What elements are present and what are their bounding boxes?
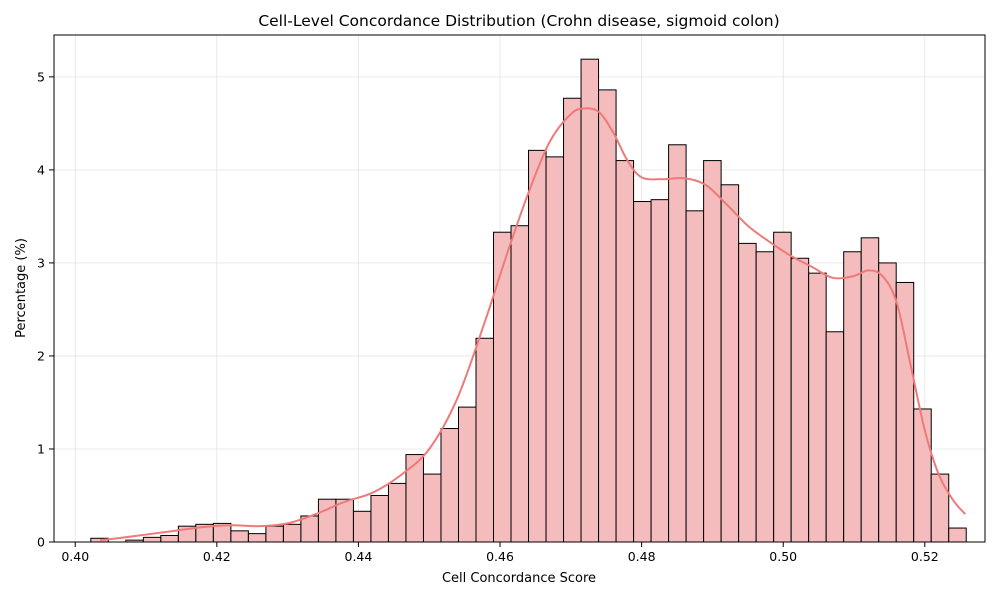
x-tick-label: 0.48 [628, 549, 656, 564]
histogram-bar [493, 231, 512, 543]
y-tick-label: 0 [37, 535, 45, 550]
x-tick-label: 0.50 [769, 549, 797, 564]
histogram-bar [825, 331, 845, 543]
histogram-bar [615, 160, 635, 543]
x-axis-label: Cell Concordance Score [442, 571, 596, 586]
y-axis-label: Percentage (%) [14, 238, 29, 338]
histogram-bar [142, 536, 162, 543]
histogram-bar [300, 515, 319, 543]
histogram-bar [913, 408, 932, 543]
y-tick-label: 3 [37, 255, 45, 270]
histogram-bar [545, 156, 565, 543]
histogram-bar [633, 201, 652, 543]
histogram-bar [720, 184, 740, 543]
y-axis: 0 1 2 3 4 5 [37, 69, 54, 550]
histogram-bar [773, 231, 792, 543]
histogram-bar [457, 406, 477, 543]
histogram-bar [703, 160, 722, 543]
histogram-bar [755, 251, 775, 543]
histogram-bar [685, 210, 705, 543]
histogram-bar [790, 257, 810, 543]
histogram-bar [895, 281, 915, 543]
histogram-bar [948, 527, 967, 543]
x-tick-label: 0.44 [345, 549, 373, 564]
x-tick-label: 0.52 [911, 549, 939, 564]
y-tick-label: 2 [37, 348, 45, 363]
histogram-bar [808, 272, 827, 543]
histogram-bar [405, 454, 424, 543]
histogram-bar [335, 498, 354, 543]
x-tick-label: 0.40 [61, 549, 89, 564]
histogram-bar [598, 89, 617, 543]
histogram-bar [160, 534, 179, 543]
x-tick-label: 0.46 [486, 549, 514, 564]
histogram-bar [387, 482, 407, 543]
y-tick-label: 1 [37, 441, 45, 456]
histogram-bar [563, 97, 582, 543]
kde-curve [99, 107, 966, 542]
y-tick-label: 5 [37, 69, 45, 84]
histogram-bar [930, 473, 950, 543]
histogram-bar [878, 262, 897, 543]
histogram-bar [580, 58, 600, 543]
histogram-bar [668, 144, 687, 543]
histogram-bar [475, 337, 495, 543]
histogram-bar [510, 225, 530, 543]
histogram-bar [860, 237, 880, 543]
histogram-bar [370, 494, 389, 543]
histogram-bar [843, 251, 862, 543]
plot-frame [53, 34, 986, 543]
histogram-bar [650, 199, 670, 543]
kde-layer [99, 107, 966, 542]
histogram-bar [247, 533, 267, 543]
x-axis: 0.40 0.42 0.44 0.46 0.48 0.50 0.52 [61, 542, 939, 564]
histogram-bar [528, 149, 547, 543]
bars-layer [90, 58, 967, 543]
histogram-bar [352, 510, 372, 543]
y-tick-label: 4 [37, 162, 45, 177]
histogram-bar [440, 428, 459, 543]
histogram-bar [230, 530, 249, 543]
x-tick-label: 0.42 [203, 549, 231, 564]
histogram-bar [265, 525, 284, 543]
histogram-bar [282, 523, 302, 543]
chart-title: Cell-Level Concordance Distribution (Cro… [258, 12, 779, 30]
histogram-bar [422, 473, 442, 543]
histogram-bar [738, 242, 757, 543]
